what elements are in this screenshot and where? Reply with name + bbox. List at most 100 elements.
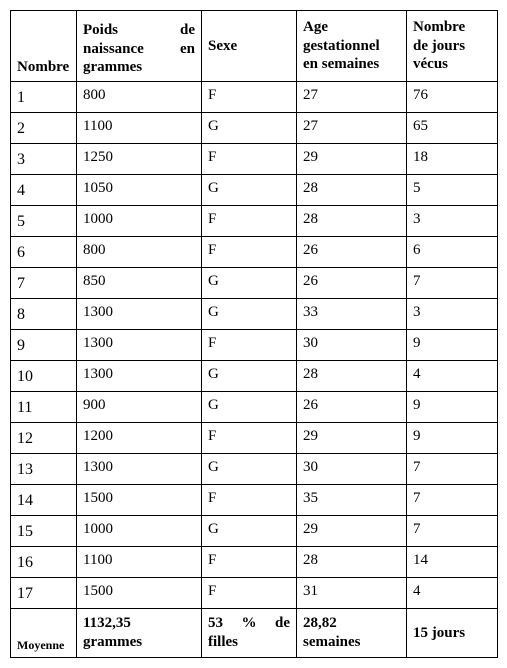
col-header-poids-l1: Poids de [83, 22, 195, 38]
cell-age: 29 [297, 144, 407, 175]
table-row: 81300G333 [11, 299, 498, 330]
cell-jours: 76 [407, 82, 498, 113]
cell-poids: 1250 [77, 144, 202, 175]
cell-sexe: G [202, 299, 297, 330]
cell-age: 27 [297, 113, 407, 144]
cell-poids: 850 [77, 268, 202, 299]
cell-poids: 1300 [77, 299, 202, 330]
table-row: 121200F299 [11, 423, 498, 454]
table-row: 131300G307 [11, 454, 498, 485]
col-header-jours-l2: de jours [413, 37, 491, 56]
cell-sexe: F [202, 82, 297, 113]
cell-poids: 1100 [77, 547, 202, 578]
cell-age: 28 [297, 206, 407, 237]
cell-age: 28 [297, 547, 407, 578]
cell-jours: 7 [407, 516, 498, 547]
cell-sexe: G [202, 268, 297, 299]
cell-jours: 7 [407, 454, 498, 485]
cell-sexe: F [202, 547, 297, 578]
cell-poids: 800 [77, 82, 202, 113]
table-body: 1800F277621100G276531250F291841050G28551… [11, 82, 498, 609]
col-header-jours-l1: Nombre [413, 18, 491, 37]
cell-age: 28 [297, 361, 407, 392]
cell-sexe: F [202, 423, 297, 454]
cell-nombre: 5 [11, 206, 77, 237]
cell-poids: 1500 [77, 485, 202, 516]
footer-sexe: 53 % de filles [202, 609, 297, 658]
cell-nombre: 4 [11, 175, 77, 206]
cell-poids: 1200 [77, 423, 202, 454]
cell-nombre: 8 [11, 299, 77, 330]
table-row: 1800F2776 [11, 82, 498, 113]
table-row: 141500F357 [11, 485, 498, 516]
cell-age: 28 [297, 175, 407, 206]
cell-sexe: G [202, 454, 297, 485]
table-row: 11900G269 [11, 392, 498, 423]
table-row: 41050G285 [11, 175, 498, 206]
cell-jours: 5 [407, 175, 498, 206]
cell-nombre: 9 [11, 330, 77, 361]
col-header-age-l3: en semaines [303, 55, 400, 74]
col-header-poids-l3: grammes [83, 59, 142, 75]
table-row: 91300F309 [11, 330, 498, 361]
cell-sexe: F [202, 206, 297, 237]
cell-poids: 800 [77, 237, 202, 268]
cell-age: 29 [297, 516, 407, 547]
cell-nombre: 16 [11, 547, 77, 578]
table-row: 31250F2918 [11, 144, 498, 175]
cell-nombre: 3 [11, 144, 77, 175]
cell-sexe: F [202, 144, 297, 175]
cell-nombre: 11 [11, 392, 77, 423]
col-header-nombre: Nombre [11, 11, 77, 82]
cell-jours: 18 [407, 144, 498, 175]
cell-age: 30 [297, 330, 407, 361]
cell-age: 33 [297, 299, 407, 330]
cell-nombre: 12 [11, 423, 77, 454]
cell-sexe: G [202, 516, 297, 547]
cell-sexe: F [202, 485, 297, 516]
cell-age: 31 [297, 578, 407, 609]
cell-nombre: 10 [11, 361, 77, 392]
footer-age-l2: semaines [303, 633, 400, 652]
col-header-age-l1: Age [303, 18, 400, 37]
table-row: 171500F314 [11, 578, 498, 609]
cell-jours: 6 [407, 237, 498, 268]
footer-age-l1: 28,82 [303, 614, 400, 633]
footer-sexe-l2: filles [208, 634, 238, 650]
cell-nombre: 1 [11, 82, 77, 113]
footer-poids-l1: 1132,35 [83, 614, 195, 633]
cell-age: 30 [297, 454, 407, 485]
cell-sexe: F [202, 330, 297, 361]
cell-sexe: G [202, 392, 297, 423]
cell-jours: 9 [407, 423, 498, 454]
col-header-jours: Nombre de jours vécus [407, 11, 498, 82]
table-footer: Moyenne 1132,35 grammes 53 % de filles 2… [11, 609, 498, 658]
cell-poids: 1300 [77, 454, 202, 485]
cell-poids: 1050 [77, 175, 202, 206]
footer-age: 28,82 semaines [297, 609, 407, 658]
cell-sexe: F [202, 237, 297, 268]
cell-nombre: 15 [11, 516, 77, 547]
cell-jours: 9 [407, 330, 498, 361]
cell-age: 26 [297, 392, 407, 423]
footer-label: Moyenne [11, 609, 77, 658]
table-header: Nombre Poids de naissance en grammes Sex… [11, 11, 498, 82]
cell-jours: 3 [407, 299, 498, 330]
table-row: 51000F283 [11, 206, 498, 237]
cell-sexe: F [202, 578, 297, 609]
cell-jours: 7 [407, 485, 498, 516]
cell-jours: 4 [407, 578, 498, 609]
col-header-age-l2: gestationnel [303, 37, 400, 56]
cell-age: 26 [297, 268, 407, 299]
col-header-sexe: Sexe [202, 11, 297, 82]
cell-jours: 9 [407, 392, 498, 423]
cell-age: 35 [297, 485, 407, 516]
cell-nombre: 2 [11, 113, 77, 144]
cell-poids: 1100 [77, 113, 202, 144]
cell-jours: 4 [407, 361, 498, 392]
cell-poids: 1500 [77, 578, 202, 609]
cell-jours: 3 [407, 206, 498, 237]
col-header-age: Age gestationnel en semaines [297, 11, 407, 82]
col-header-jours-l3: vécus [413, 55, 491, 74]
cell-poids: 1300 [77, 330, 202, 361]
